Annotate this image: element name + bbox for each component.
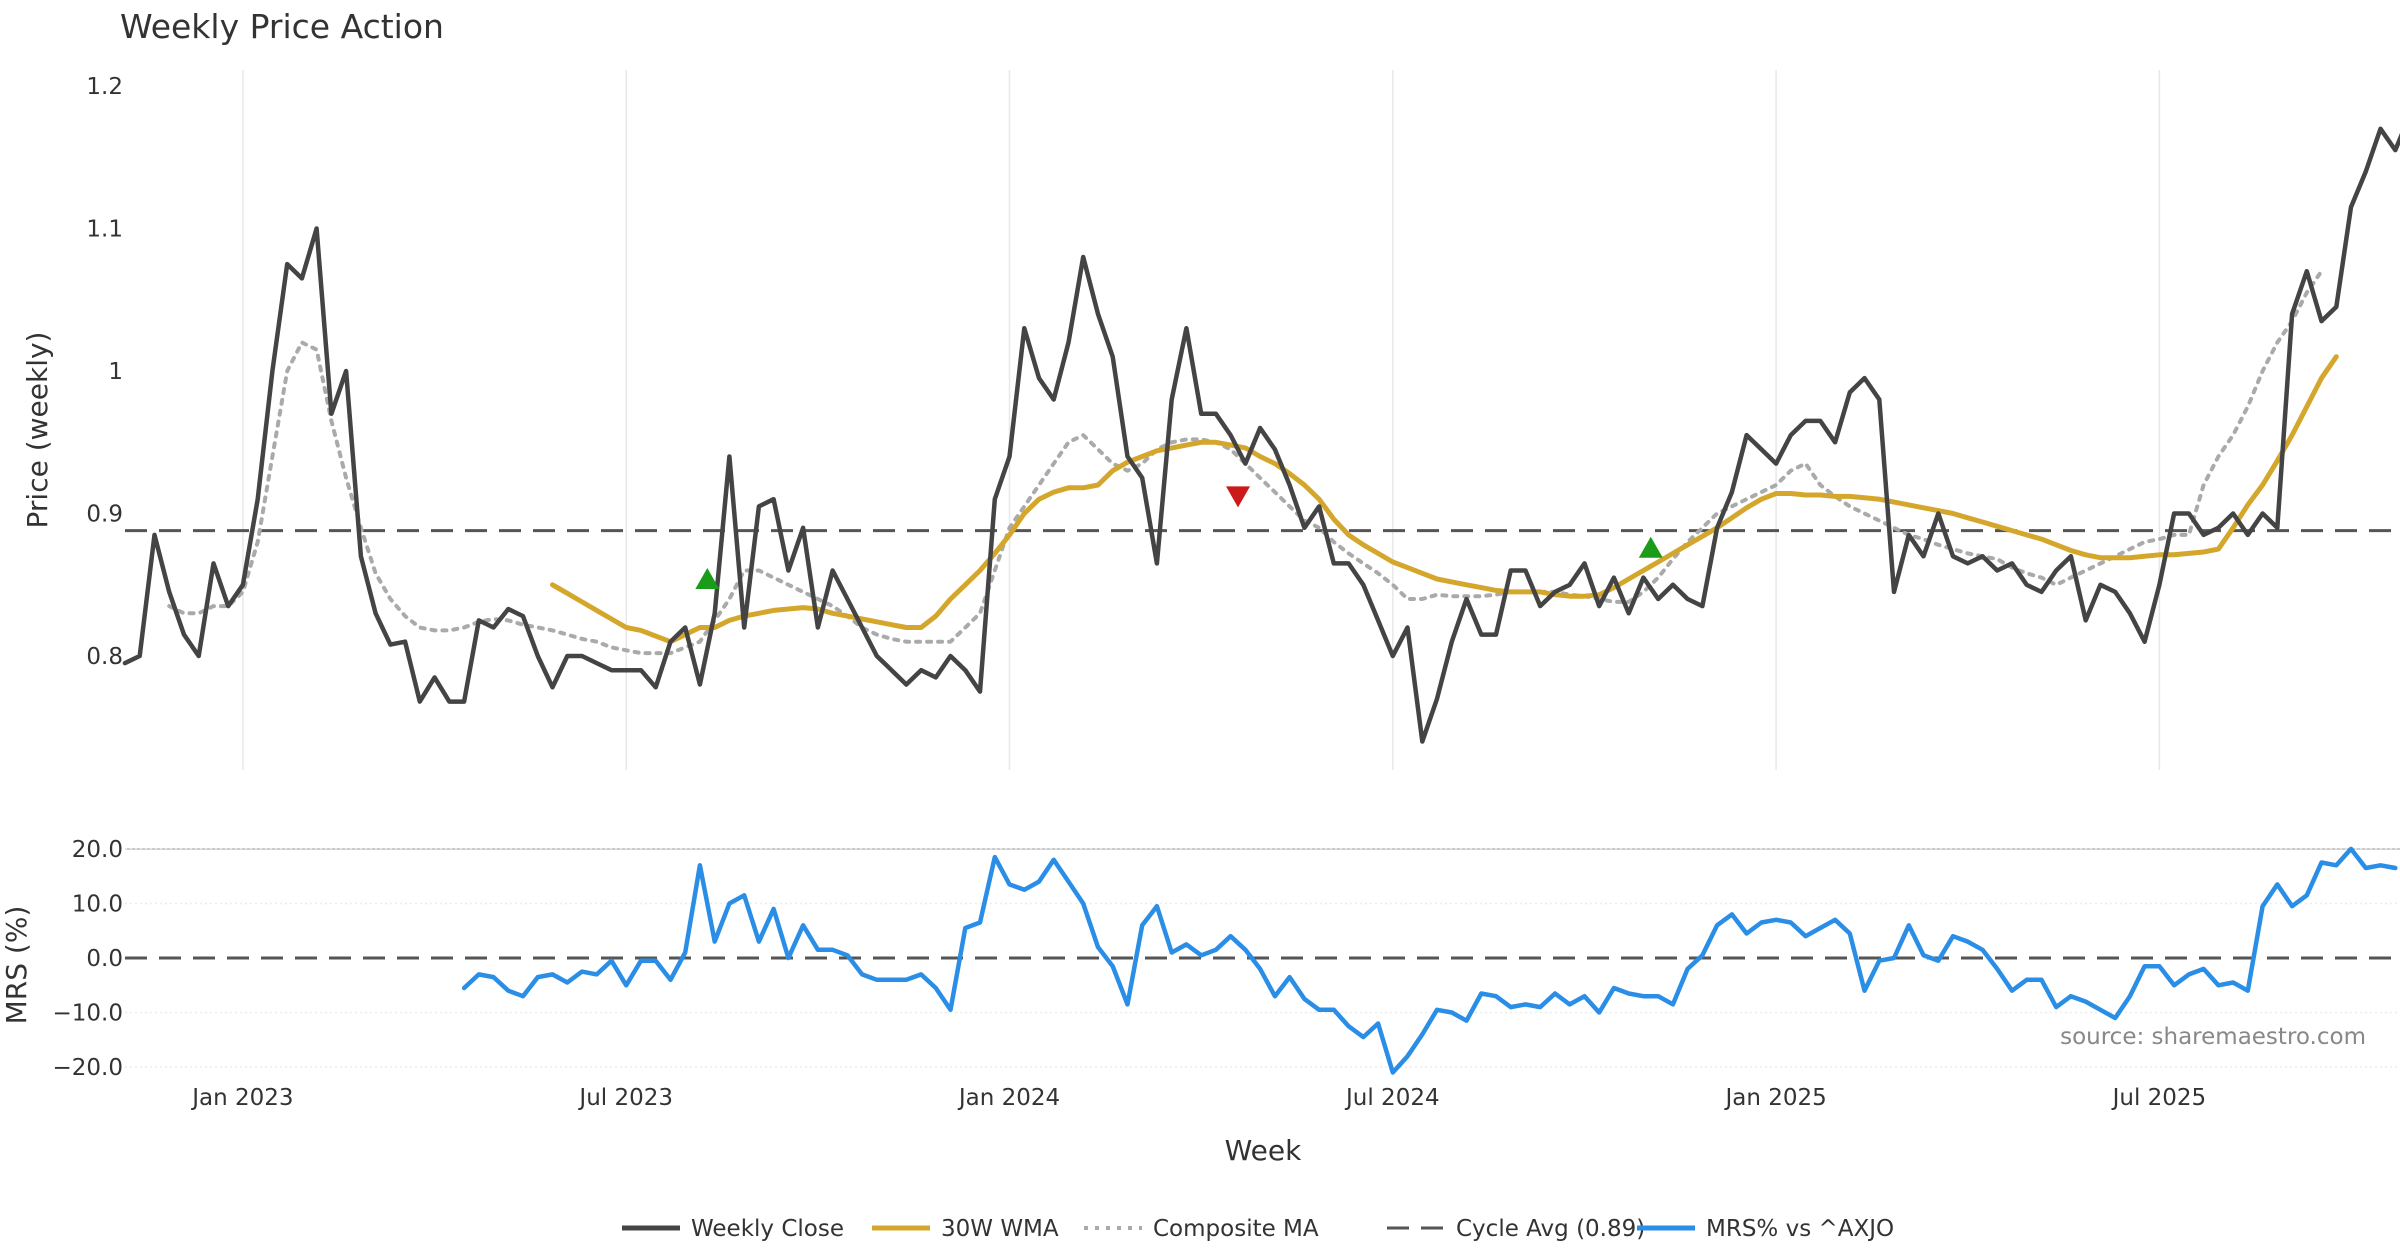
x-tick-label: Jul 2024 [1344, 1085, 1440, 1111]
price-y-tick-label: 1 [108, 359, 123, 385]
wma-30w-line [550, 354, 2339, 645]
x-tick-label: Jan 2024 [957, 1085, 1060, 1111]
mrs-y-axis-title: MRS (%) [0, 906, 33, 1025]
price-y-tick-label: 1.1 [86, 217, 123, 243]
x-tick-label: Jan 2023 [190, 1085, 293, 1111]
source-annotation: source: sharemaestro.com [2060, 1024, 2366, 1050]
weekly-close-line [122, 126, 2400, 744]
x-tick-label: Jan 2025 [1723, 1085, 1826, 1111]
legend-label: Cycle Avg (0.89) [1456, 1216, 1645, 1242]
mrs-y-tick-label: 0.0 [86, 946, 123, 972]
mrs-y-tick-label: −20.0 [53, 1055, 123, 1081]
chart-title: Weekly Price Action [120, 7, 444, 46]
sell-signal-marker [1226, 486, 1251, 508]
mrs-y-tick-label: 20.0 [72, 837, 123, 863]
x-tick-label: Jul 2025 [2111, 1085, 2207, 1111]
mrs-y-tick-label: −10.0 [53, 1001, 123, 1027]
mrs-y-tick-label: 10.0 [72, 891, 123, 917]
buy-signal-marker [1638, 536, 1663, 558]
legend-label: 30W WMA [941, 1216, 1059, 1242]
legend-label: Weekly Close [691, 1216, 844, 1242]
price-y-tick-label: 1.2 [86, 74, 123, 100]
legend-label: MRS% vs ^AXJO [1706, 1216, 1894, 1242]
x-axis-title: Week [1225, 1134, 1302, 1167]
mrs-line [461, 846, 2398, 1075]
price-y-tick-label: 0.9 [86, 502, 123, 528]
price-y-axis-title: Price (weekly) [21, 332, 54, 529]
x-tick-label: Jul 2023 [577, 1085, 673, 1111]
price-y-tick-label: 0.8 [86, 644, 123, 670]
legend-label: Composite MA [1153, 1216, 1319, 1242]
buy-signal-marker [695, 568, 720, 590]
